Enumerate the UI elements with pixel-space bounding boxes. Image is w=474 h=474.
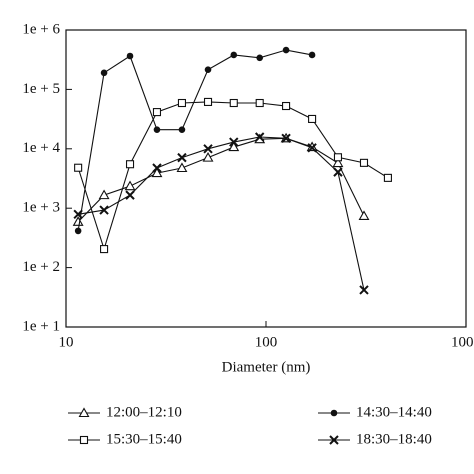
data-point — [254, 132, 265, 142]
legend-marker — [329, 435, 339, 445]
legend-marker — [330, 409, 338, 417]
y-tick-label: 1e + 4 — [22, 140, 60, 156]
data-point — [73, 209, 83, 219]
data-point — [151, 167, 163, 178]
data-point — [358, 210, 370, 221]
data-point — [202, 152, 214, 162]
y-tick-label: 1e + 1 — [22, 318, 60, 334]
data-point — [72, 216, 84, 226]
data-point — [176, 162, 188, 173]
data-point — [230, 51, 238, 59]
data-point — [125, 190, 135, 200]
legend-label: 12:00–12:10 — [106, 404, 182, 420]
data-point — [359, 285, 369, 295]
data-point — [282, 46, 290, 54]
data-point — [178, 126, 186, 133]
legend-label: 15:30–15:40 — [106, 431, 182, 447]
data-point — [282, 101, 291, 111]
y-tick-label: 1e + 3 — [22, 200, 60, 216]
data-point — [203, 97, 213, 106]
series-line — [78, 136, 365, 291]
data-point — [124, 180, 136, 191]
x-axis-label: Diameter (nm) — [222, 359, 311, 375]
data-point — [228, 141, 240, 152]
legend-label: 18:30–18:40 — [356, 431, 432, 447]
data-point — [153, 126, 161, 133]
data-point — [125, 160, 135, 169]
data-point — [256, 54, 263, 62]
data-point — [203, 144, 213, 154]
data-point — [152, 108, 162, 117]
data-point — [333, 167, 343, 177]
legend-label: 14:30–14:40 — [356, 404, 432, 420]
data-point — [126, 52, 134, 60]
legend-marker — [78, 407, 90, 418]
data-point — [74, 163, 83, 172]
data-point — [177, 98, 187, 108]
legend-marker — [79, 435, 89, 445]
data-point — [100, 69, 108, 77]
data-point — [333, 153, 343, 162]
y-tick-label: 1e + 6 — [22, 21, 60, 37]
data-point — [99, 205, 109, 215]
data-point — [359, 158, 369, 167]
data-point — [229, 137, 239, 147]
data-point — [229, 98, 238, 108]
data-point — [307, 143, 317, 153]
data-point — [281, 133, 291, 144]
data-point — [308, 51, 316, 59]
data-point — [98, 189, 110, 200]
x-tick-label: 10 — [59, 334, 74, 350]
data-point — [177, 152, 187, 163]
data-point — [255, 98, 264, 108]
series-line — [77, 137, 365, 223]
x-tick-label: 1000 — [451, 334, 474, 350]
series-line — [77, 49, 313, 231]
data-point — [308, 114, 317, 124]
data-point — [332, 157, 344, 168]
data-point — [383, 173, 392, 182]
y-tick-label: 1e + 2 — [22, 259, 60, 275]
data-point — [74, 227, 82, 235]
y-tick-label: 1e + 5 — [22, 81, 60, 97]
data-point — [100, 245, 109, 254]
x-tick-label: 100 — [255, 334, 278, 350]
data-point — [152, 163, 162, 173]
data-point — [204, 66, 212, 73]
